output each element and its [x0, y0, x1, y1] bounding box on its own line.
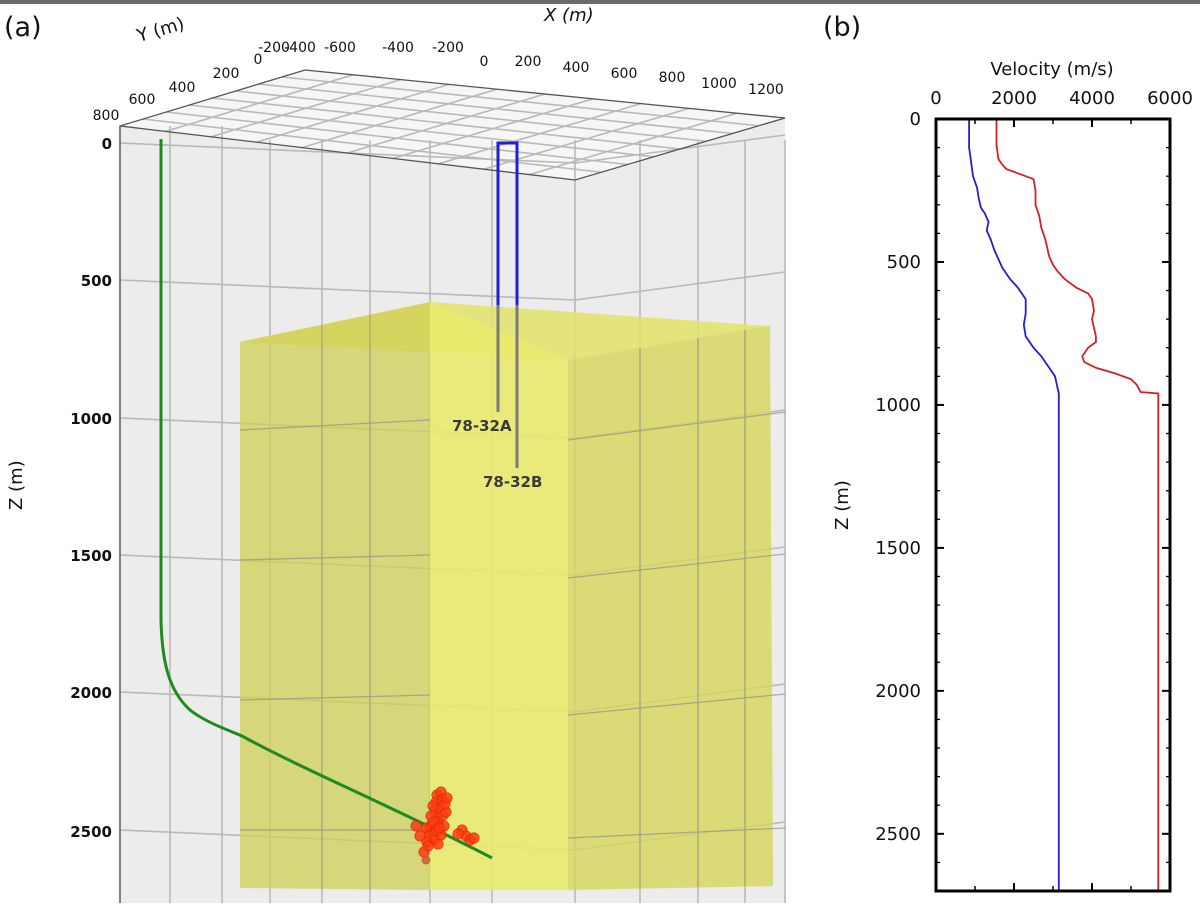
injection-well [159, 139, 493, 860]
y-tick-label: 400 [169, 80, 196, 96]
y-tick-label: -200 [258, 40, 290, 56]
x-axis-ticks: -600 -400 -200 0 200 400 600 800 1000 1200 [324, 40, 784, 98]
top-border [0, 0, 1200, 4]
seismic-events [410, 786, 480, 865]
x-tick-label: -400 [382, 40, 414, 56]
y-axis-label: Y (m) [134, 13, 187, 47]
velocity-tick-label: 2000 [991, 88, 1037, 109]
seismic-event-marker [441, 792, 453, 804]
well-78-32B-upper [506, 141, 519, 305]
grid-line [438, 102, 642, 165]
y-tick-label: 200 [213, 66, 240, 82]
depth-tick-label: 1500 [875, 538, 921, 559]
grid-line [210, 78, 402, 138]
seismic-event-marker [427, 800, 439, 812]
grid-line [574, 271, 786, 301]
seismic-event-marker [433, 822, 445, 834]
seismic-event-marker [468, 832, 480, 844]
depth-tick-label: 500 [887, 252, 921, 273]
panel-a: (a) [4, 5, 786, 903]
grid-line [301, 88, 498, 149]
panel-b-ticks: 0 2000 4000 6000 0 500 1000 1500 2000 2500 [875, 88, 1193, 891]
well-78-32B-label: 78-32B [483, 473, 542, 491]
velocity-profiles [968, 119, 1160, 891]
grid-line [347, 93, 546, 154]
seismic-event-marker [414, 830, 426, 842]
x-axis-label: X (m) [543, 5, 594, 26]
x-tick-label: 400 [563, 60, 590, 76]
panel-b-frame [934, 117, 1172, 893]
seismic-event-marker [452, 828, 464, 840]
y-tick-label: 800 [93, 108, 120, 124]
model-box-right [568, 326, 773, 890]
depth-tick-label: 2500 [875, 824, 921, 845]
model-box-front [430, 302, 568, 890]
z-tick-label: 2000 [70, 684, 112, 702]
seismic-event-marker [410, 820, 422, 832]
x-tick-label: 200 [515, 54, 542, 70]
depth-tick-label: 0 [910, 109, 921, 130]
z-tick-label: 0 [102, 135, 112, 153]
x-tick-label: 0 [480, 54, 489, 70]
y-tick-label: -400 [284, 40, 316, 56]
model-box-left [240, 302, 430, 890]
velocity-profile-line-1 [995, 119, 1160, 891]
velocity-profile-line-2 [968, 119, 1060, 891]
x-tick-label: 1000 [701, 76, 737, 92]
model-box [239, 302, 786, 890]
seismic-event-marker [421, 855, 431, 865]
z-tick-label: 1000 [70, 410, 112, 428]
monitoring-wells: 78-32A 78-32B [452, 141, 542, 491]
velocity-tick-label: 6000 [1147, 88, 1193, 109]
z-axis-label: Z (m) [6, 460, 27, 510]
z-tick-label: 500 [81, 272, 112, 290]
z-axis-ticks: 0 500 1000 1500 2000 2500 [70, 135, 112, 841]
seismic-event-marker [432, 838, 444, 850]
grid-line [165, 74, 354, 133]
panel-a-label: (a) [4, 12, 42, 43]
grid-line [256, 83, 450, 143]
velocity-axis-label: Velocity (m/s) [990, 59, 1113, 80]
well-78-32A-upper [496, 141, 509, 305]
velocity-tick-label: 0 [930, 88, 941, 109]
x-tick-label: -600 [324, 40, 356, 56]
x-tick-label: 800 [659, 70, 686, 86]
y-axis-ticks: 800 600 400 200 0-200-400 [93, 40, 316, 124]
panel-b: (b) Velocity (m/s) Z (m) 0 2000 4000 6000 0 5… [823, 12, 1193, 893]
panel-b-label: (b) [823, 12, 861, 43]
well-78-32A-label: 78-32A [452, 417, 512, 435]
velocity-tick-label: 4000 [1069, 88, 1115, 109]
grid-line [392, 98, 594, 160]
x-tick-label: 1200 [748, 82, 784, 98]
z-tick-label: 2500 [70, 823, 112, 841]
y-tick-label: 600 [129, 92, 156, 108]
grid-line [529, 112, 738, 176]
x-tick-label: 600 [611, 66, 638, 82]
depth-axis-label: Z (m) [832, 480, 853, 530]
z-tick-label: 1500 [70, 547, 112, 565]
x-tick-label: -200 [432, 40, 464, 56]
y-tick-label: 0 [254, 52, 263, 68]
seismic-event-marker [422, 840, 434, 852]
depth-tick-label: 1000 [875, 395, 921, 416]
depth-tick-label: 2000 [875, 681, 921, 702]
